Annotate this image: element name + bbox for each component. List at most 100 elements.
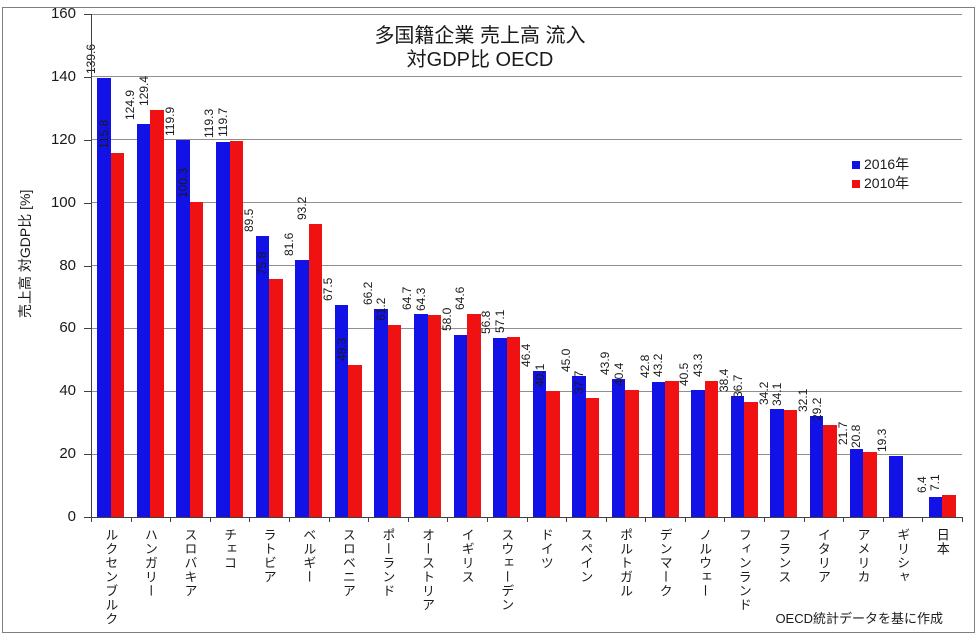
value-label-2016-1: 124.9 bbox=[123, 90, 138, 121]
bar-2010-7 bbox=[387, 324, 402, 517]
bar-2016-2 bbox=[176, 140, 190, 517]
y-tick-mark bbox=[84, 202, 91, 204]
y-tick-mark bbox=[84, 76, 91, 78]
value-label-2016-6: 67.5 bbox=[321, 277, 336, 301]
category-label-11: ドイツ bbox=[538, 528, 554, 570]
category-label-8: オーストリア bbox=[420, 528, 436, 612]
category-label-13: ポルトガル bbox=[617, 528, 633, 598]
bar-2010-9 bbox=[467, 313, 481, 517]
bar-2010-3 bbox=[229, 140, 244, 517]
bar-2010-1 bbox=[150, 110, 164, 517]
x-tick-mark bbox=[962, 517, 963, 522]
x-tick-mark bbox=[684, 517, 686, 522]
bar-2016-19 bbox=[849, 448, 864, 517]
y-tick-mark bbox=[84, 328, 91, 330]
legend-swatch-2016 bbox=[852, 160, 860, 169]
bar-2016-10 bbox=[493, 338, 507, 517]
value-label-2010-9: 64.6 bbox=[453, 286, 468, 310]
value-label-2016-11: 46.4 bbox=[519, 343, 534, 368]
value-label-2010-14: 43.2 bbox=[651, 353, 666, 378]
x-tick-mark bbox=[526, 517, 528, 522]
value-label-2010-18: 29.2 bbox=[809, 397, 824, 422]
y-tick-mark bbox=[84, 265, 91, 267]
legend-item-2010: 2010年 bbox=[852, 174, 909, 193]
x-tick-mark bbox=[803, 517, 805, 522]
y-tick-mark bbox=[84, 517, 91, 518]
bar-2016-14 bbox=[651, 382, 666, 517]
bar-2010-4 bbox=[269, 278, 283, 517]
bar-2016-17 bbox=[770, 409, 784, 517]
bar-2016-12 bbox=[572, 375, 586, 517]
value-label-2016-19: 21.7 bbox=[835, 421, 850, 445]
x-tick-mark bbox=[209, 517, 211, 522]
x-tick-mark bbox=[486, 517, 488, 522]
category-label-12: スペイン bbox=[578, 528, 594, 584]
value-label-2010-8: 64.3 bbox=[413, 287, 428, 311]
category-label-2: スロバキア bbox=[182, 528, 198, 598]
category-label-15: ノルウェー bbox=[697, 528, 713, 598]
value-label-2016-4: 89.5 bbox=[241, 208, 256, 232]
bar-2010-19 bbox=[863, 451, 877, 517]
category-label-0: ルクセンブルク bbox=[103, 528, 119, 626]
x-tick-mark bbox=[249, 517, 251, 522]
bar-2010-18 bbox=[823, 425, 837, 517]
category-label-4: ラトビア bbox=[261, 528, 277, 584]
value-label-2016-21: 6.4 bbox=[914, 476, 929, 493]
value-label-2010-5: 93.2 bbox=[295, 196, 309, 220]
bar-2010-21 bbox=[942, 494, 956, 517]
gridline-160 bbox=[91, 13, 962, 15]
y-tick-label-0: 0 bbox=[67, 508, 76, 525]
bar-2016-18 bbox=[809, 416, 824, 517]
bar-2010-0 bbox=[110, 152, 125, 517]
x-tick-mark bbox=[447, 517, 449, 522]
y-tick-label-140: 140 bbox=[50, 67, 76, 85]
value-label-2010-12: 37.7 bbox=[572, 371, 587, 395]
category-label-18: イタリア bbox=[815, 528, 831, 584]
gridline-120 bbox=[91, 139, 962, 141]
value-label-2016-20: 19.3 bbox=[875, 428, 890, 453]
value-label-2010-10: 57.1 bbox=[492, 310, 507, 334]
x-tick-mark bbox=[566, 517, 568, 522]
source-note: OECD統計データを基に作成 bbox=[775, 611, 943, 626]
category-label-20: ギリシャ bbox=[895, 528, 911, 584]
category-label-1: ハンガリー bbox=[142, 528, 158, 598]
chart-title-line2: 対GDP比 OECD bbox=[406, 49, 554, 71]
value-label-2016-7: 66.2 bbox=[360, 281, 375, 305]
legend: 2016年 2010年 bbox=[852, 155, 909, 193]
bar-2016-11 bbox=[532, 371, 547, 517]
value-label-2010-6: 48.3 bbox=[334, 337, 349, 362]
value-label-2016-5: 81.6 bbox=[281, 233, 296, 257]
x-tick-mark bbox=[91, 517, 92, 522]
bar-2010-2 bbox=[189, 201, 204, 517]
gridline-80 bbox=[91, 265, 962, 266]
x-tick-mark bbox=[288, 517, 290, 522]
bar-2010-5 bbox=[308, 224, 323, 517]
legend-item-2016: 2016年 bbox=[852, 155, 909, 174]
bar-2010-12 bbox=[585, 398, 600, 517]
x-tick-mark bbox=[764, 517, 766, 522]
bar-2010-14 bbox=[665, 381, 679, 517]
value-label-2016-8: 64.7 bbox=[400, 286, 415, 310]
value-label-2010-4: 75.8 bbox=[255, 251, 270, 275]
bar-2016-21 bbox=[928, 496, 943, 517]
x-tick-mark bbox=[130, 517, 132, 522]
value-label-2010-2: 100.3 bbox=[176, 167, 191, 198]
value-label-2016-9: 58.0 bbox=[439, 307, 454, 331]
category-label-9: イギリス bbox=[459, 528, 475, 584]
value-label-2010-21: 7.1 bbox=[928, 473, 943, 491]
y-tick-label-60: 60 bbox=[59, 319, 76, 337]
bar-2016-0 bbox=[97, 78, 111, 517]
bar-2010-15 bbox=[704, 380, 719, 517]
gridline-40 bbox=[91, 390, 962, 392]
legend-label-2016: 2016年 bbox=[864, 156, 910, 172]
category-label-3: チェコ bbox=[222, 528, 238, 570]
plot-area: 139.6124.9119.9119.389.581.667.566.264.7… bbox=[84, 13, 962, 517]
value-label-2010-17: 34.1 bbox=[770, 382, 785, 406]
value-label-2016-16: 38.4 bbox=[717, 368, 731, 393]
bar-2010-10 bbox=[506, 337, 521, 517]
y-axis-line bbox=[91, 14, 92, 518]
bar-2016-16 bbox=[730, 396, 745, 517]
value-label-2010-1: 129.4 bbox=[136, 76, 151, 107]
bar-2016-15 bbox=[691, 389, 705, 517]
